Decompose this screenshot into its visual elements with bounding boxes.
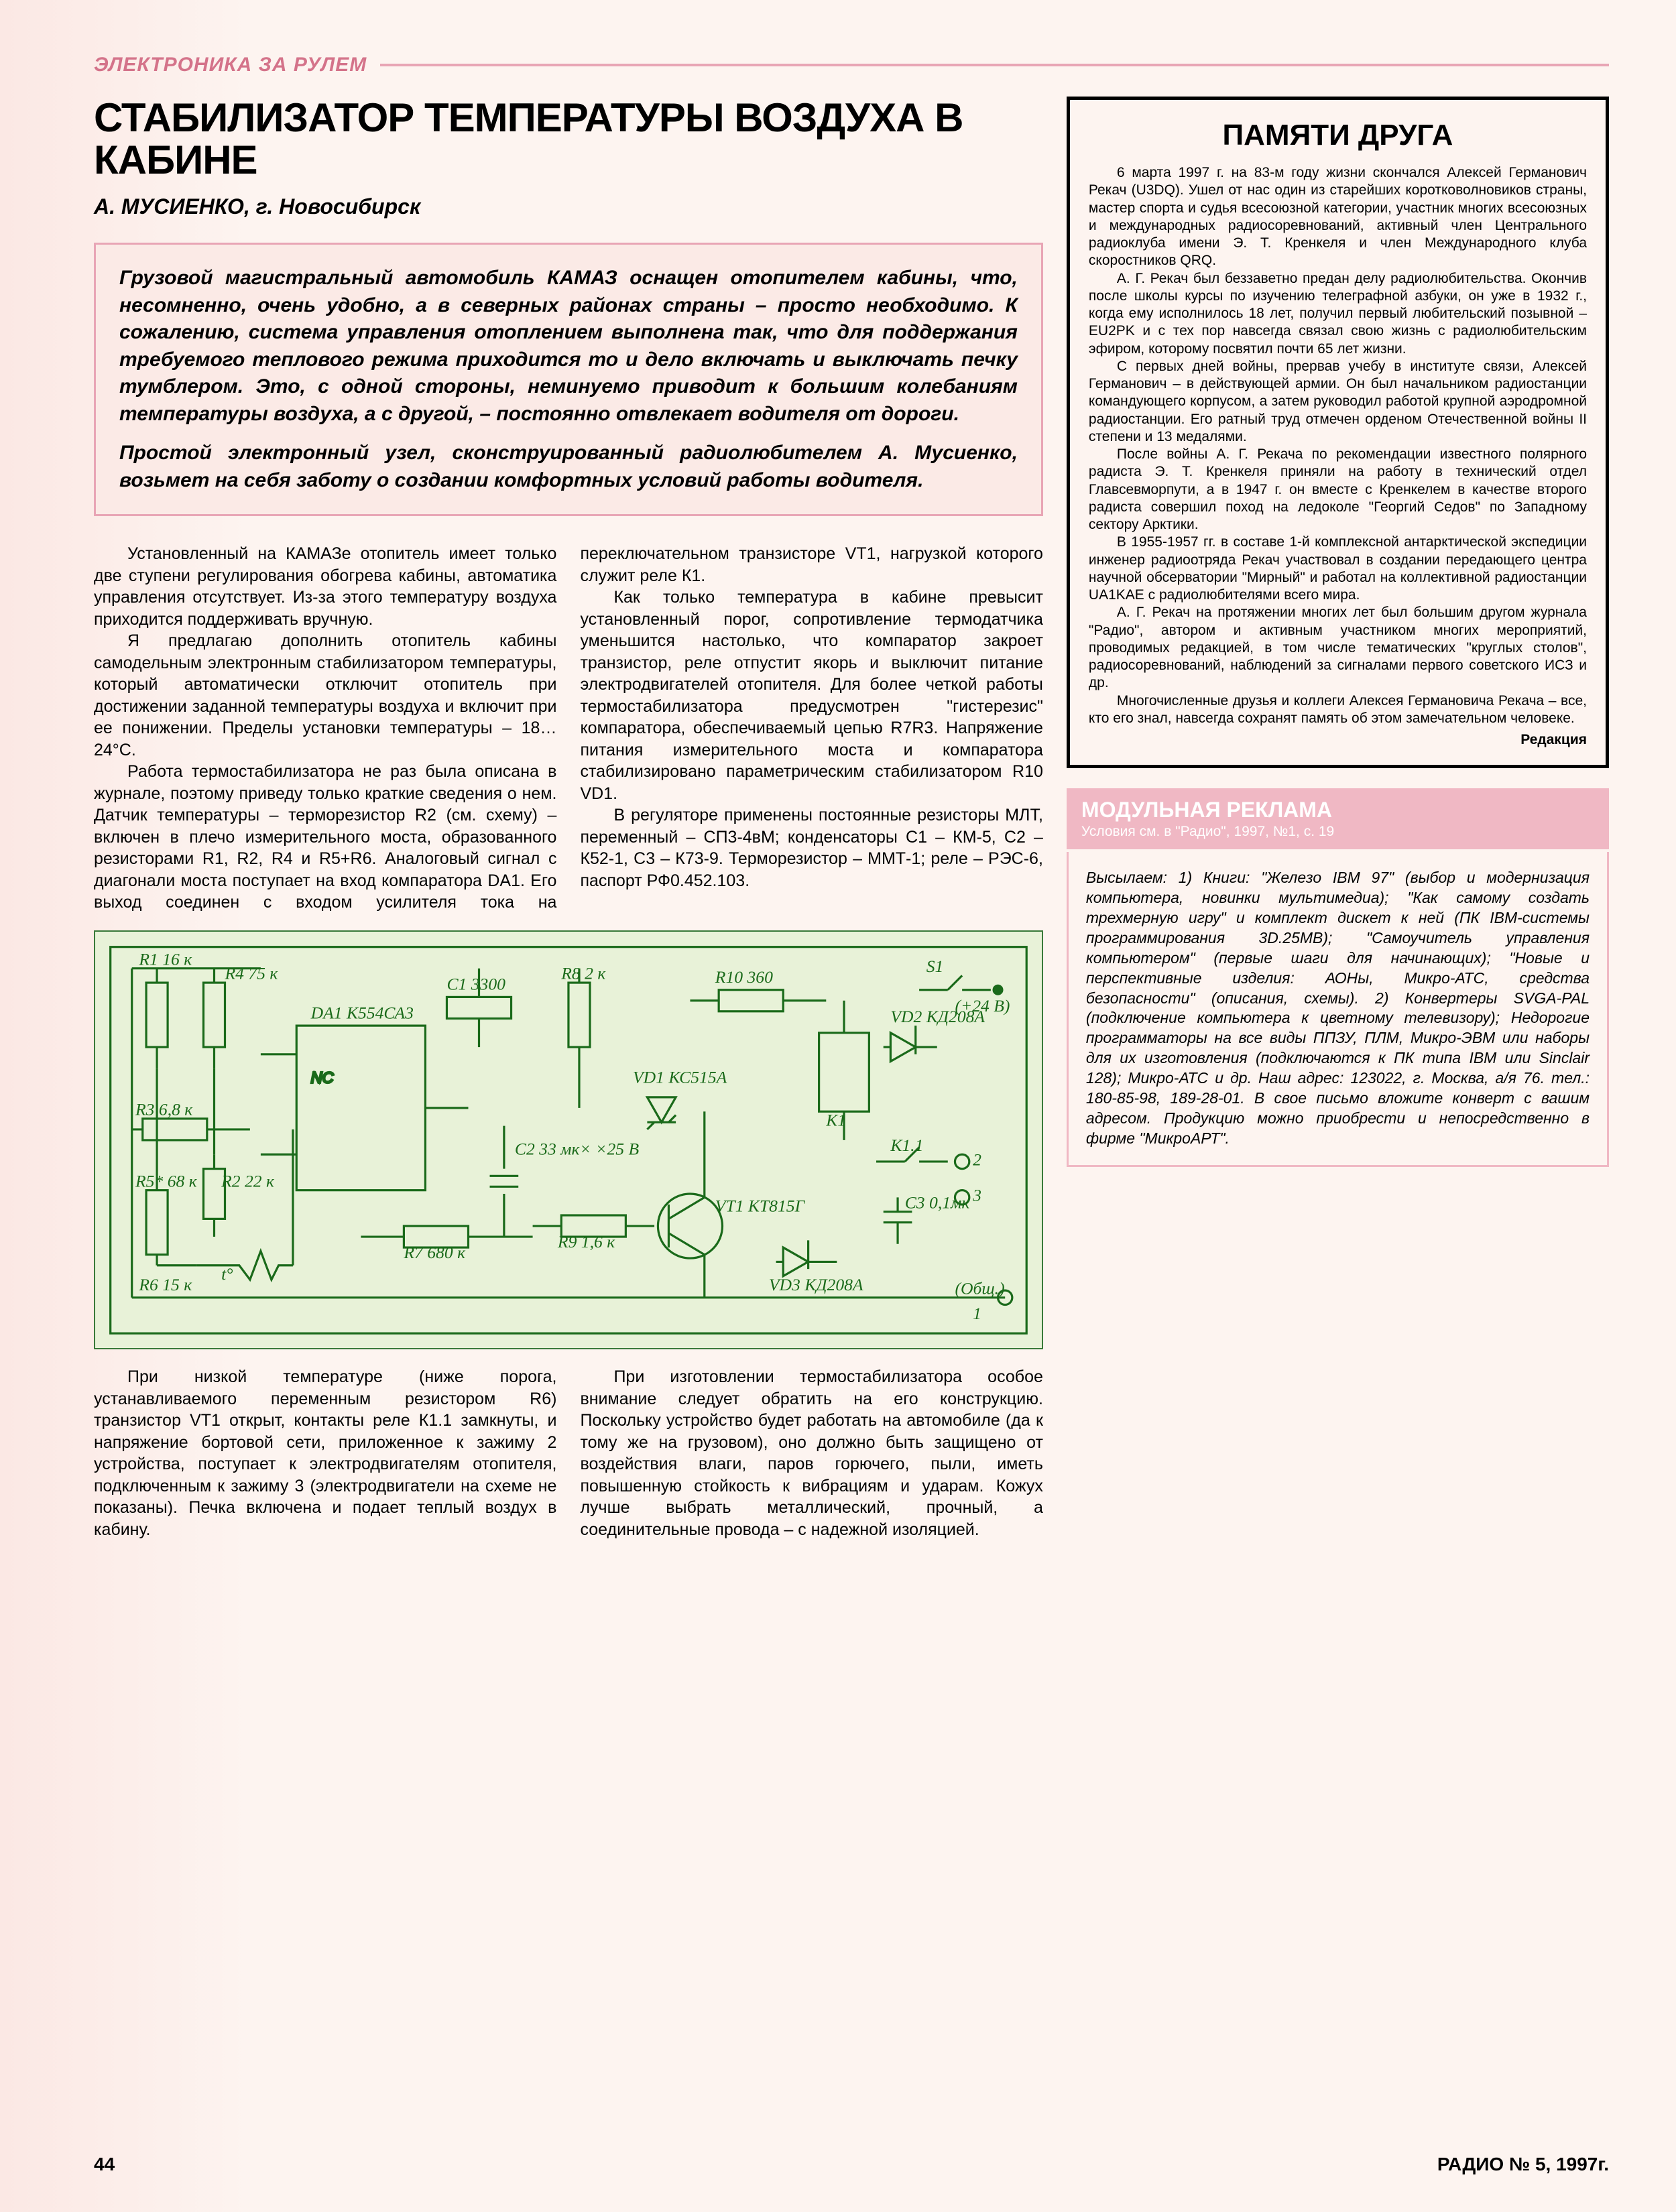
ad-title: МОДУЛЬНАЯ РЕКЛАМА (1081, 798, 1594, 822)
lead-box: Грузовой магистральный автомобиль КАМАЗ … (94, 243, 1043, 516)
body-p: При изготовлении термостабилизатора особ… (580, 1366, 1042, 1540)
main-column: СТАБИЛИЗАТОР ТЕМПЕРАТУРЫ ВОЗДУХА В КАБИН… (94, 97, 1043, 1540)
memorial-p: В 1955-1957 гг. в составе 1-й комплексно… (1089, 534, 1587, 604)
rubric-line (380, 64, 1609, 66)
memorial-p: Многочисленные друзья и коллеги Алексея … (1089, 692, 1587, 728)
sidebar-column: ПАМЯТИ ДРУГА 6 марта 1997 г. на 83-м год… (1067, 97, 1609, 1540)
ad-header: МОДУЛЬНАЯ РЕКЛАМА Условия см. в "Радио",… (1067, 788, 1609, 849)
svg-text:R10 360: R10 360 (715, 967, 773, 987)
ad-body: Высылаем: 1) Книги: "Железо IBM 97" (выб… (1067, 852, 1609, 1166)
rubric-text: ЭЛЕКТРОНИКА ЗА РУЛЕМ (94, 54, 367, 76)
svg-text:R8 2 к: R8 2 к (560, 963, 606, 983)
svg-text:R5* 68 к: R5* 68 к (135, 1171, 198, 1190)
svg-text:2: 2 (973, 1150, 981, 1169)
ad-conditions: Условия см. в "Радио", 1997, №1, с. 19 (1081, 824, 1594, 840)
byline: А. МУСИЕНКО, г. Новосибирск (94, 194, 1043, 219)
memorial-title: ПАМЯТИ ДРУГА (1089, 119, 1587, 152)
svg-text:С1 3300: С1 3300 (446, 974, 505, 993)
svg-text:К1.1: К1.1 (890, 1135, 923, 1154)
svg-text:R7 680 к: R7 680 к (403, 1243, 466, 1262)
memorial-signature: Редакция (1089, 731, 1587, 749)
lead-p1: Грузовой магистральный автомобиль КАМАЗ … (119, 265, 1018, 428)
issue-label: РАДИО № 5, 1997г. (1437, 2154, 1609, 2175)
svg-text:NC: NC (311, 1068, 335, 1086)
svg-text:R2 22 к: R2 22 к (221, 1171, 275, 1190)
svg-text:3: 3 (972, 1185, 981, 1205)
memorial-p: 6 марта 1997 г. на 83-м году жизни сконч… (1089, 164, 1587, 270)
svg-text:VD2 КД208А: VD2 КД208А (890, 1006, 985, 1026)
lead-p2: Простой электронный узел, сконструирован… (119, 440, 1018, 494)
svg-text:t°: t° (221, 1264, 233, 1284)
svg-text:R1 16 к: R1 16 к (138, 949, 192, 969)
svg-text:VD3 КД208А: VD3 КД208А (769, 1275, 863, 1294)
svg-text:DA1 К554СА3: DA1 К554СА3 (310, 1003, 414, 1022)
article-title: СТАБИЛИЗАТОР ТЕМПЕРАТУРЫ ВОЗДУХА В КАБИН… (94, 97, 1043, 181)
svg-text:R3 6,8 к: R3 6,8 к (135, 1099, 193, 1119)
svg-text:С3 0,1мк: С3 0,1мк (905, 1192, 971, 1212)
svg-text:R9 1,6 к: R9 1,6 к (557, 1232, 615, 1251)
body-p: Установленный на КАМАЗе отопитель имеет … (94, 543, 556, 630)
page-footer: 44 РАДИО № 5, 1997г. (94, 2154, 1609, 2175)
body-text: Установленный на КАМАЗе отопитель имеет … (94, 543, 1043, 1540)
memorial-p: А. Г. Рекач на протяжении многих лет был… (1089, 604, 1587, 692)
svg-text:VT1 КТ815Г: VT1 КТ815Г (715, 1196, 806, 1215)
svg-text:(Общ.): (Общ.) (955, 1278, 1004, 1298)
body-p: При низкой температуре (ниже порога, уст… (94, 1366, 556, 1540)
body-p: Я предлагаю дополнить отопитель кабины с… (94, 630, 556, 761)
svg-text:S1: S1 (926, 957, 944, 976)
memorial-p: После войны А. Г. Рекача по рекомендации… (1089, 446, 1587, 534)
svg-text:VD1 КС515А: VD1 КС515А (633, 1067, 727, 1087)
svg-text:1: 1 (973, 1303, 981, 1323)
memorial-box: ПАМЯТИ ДРУГА 6 марта 1997 г. на 83-м год… (1067, 97, 1609, 768)
svg-text:С2 33 мк× ×25 В: С2 33 мк× ×25 В (515, 1139, 640, 1158)
svg-text:R6 15 к: R6 15 к (138, 1275, 192, 1294)
schematic-svg: NC (103, 940, 1034, 1341)
body-p: В регуляторе применены постоянные резист… (580, 804, 1042, 892)
rubric-bar: ЭЛЕКТРОНИКА ЗА РУЛЕМ (94, 54, 1609, 76)
circuit-schematic: NC (94, 930, 1043, 1350)
memorial-p: С первых дней войны, прервав учебу в инс… (1089, 358, 1587, 446)
memorial-p: А. Г. Рекач был беззаветно предан делу р… (1089, 270, 1587, 358)
body-p: Как только температура в кабине превысит… (580, 587, 1042, 804)
page-number: 44 (94, 2154, 115, 2175)
svg-text:К1: К1 (825, 1110, 846, 1129)
svg-text:R4 75 к: R4 75 к (225, 963, 279, 983)
